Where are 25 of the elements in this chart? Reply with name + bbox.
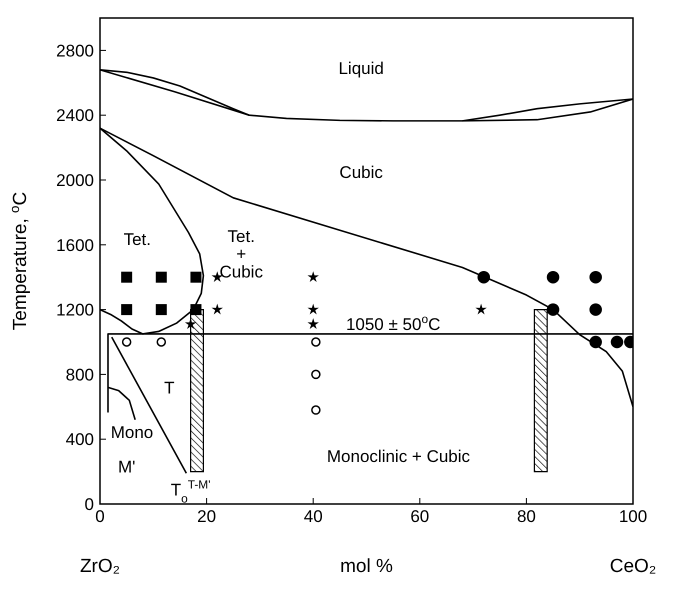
text: ZrO₂ <box>80 556 120 577</box>
y-tick-label: 800 <box>66 365 94 384</box>
annotation: Cubic <box>339 162 384 182</box>
annotation: Liquid <box>338 59 384 78</box>
y-tick-label: 2800 <box>56 41 94 60</box>
annotation: Tet. <box>124 230 152 250</box>
y-tick-label: 400 <box>66 430 94 450</box>
annotation: Tet. + Cubic <box>220 226 264 282</box>
annotation: M' <box>118 458 136 477</box>
annotation: T <box>164 378 174 398</box>
x-tick-label: 80 <box>516 507 536 526</box>
y-tick-label: 2000 <box>56 171 94 190</box>
y-tick-label: 2400 <box>56 106 94 126</box>
x-tick-label: 60 <box>410 507 430 526</box>
annotation: Mono <box>110 422 154 442</box>
x-axis-title: mol % <box>340 556 393 577</box>
text: CeO₂ <box>610 556 656 577</box>
x-tick-label: 100 <box>618 507 648 526</box>
y-tick-label: 1600 <box>56 236 94 255</box>
x-tick-label: 40 <box>304 507 323 526</box>
annotation: Monoclinic + Cubic <box>326 447 471 466</box>
annotation: 1050 ± 50$^{o}$C <box>346 312 440 334</box>
y-tick-label: 1200 <box>56 300 94 320</box>
x-tick-label: 20 <box>197 507 216 526</box>
y-tick-label: 0 <box>84 495 94 514</box>
